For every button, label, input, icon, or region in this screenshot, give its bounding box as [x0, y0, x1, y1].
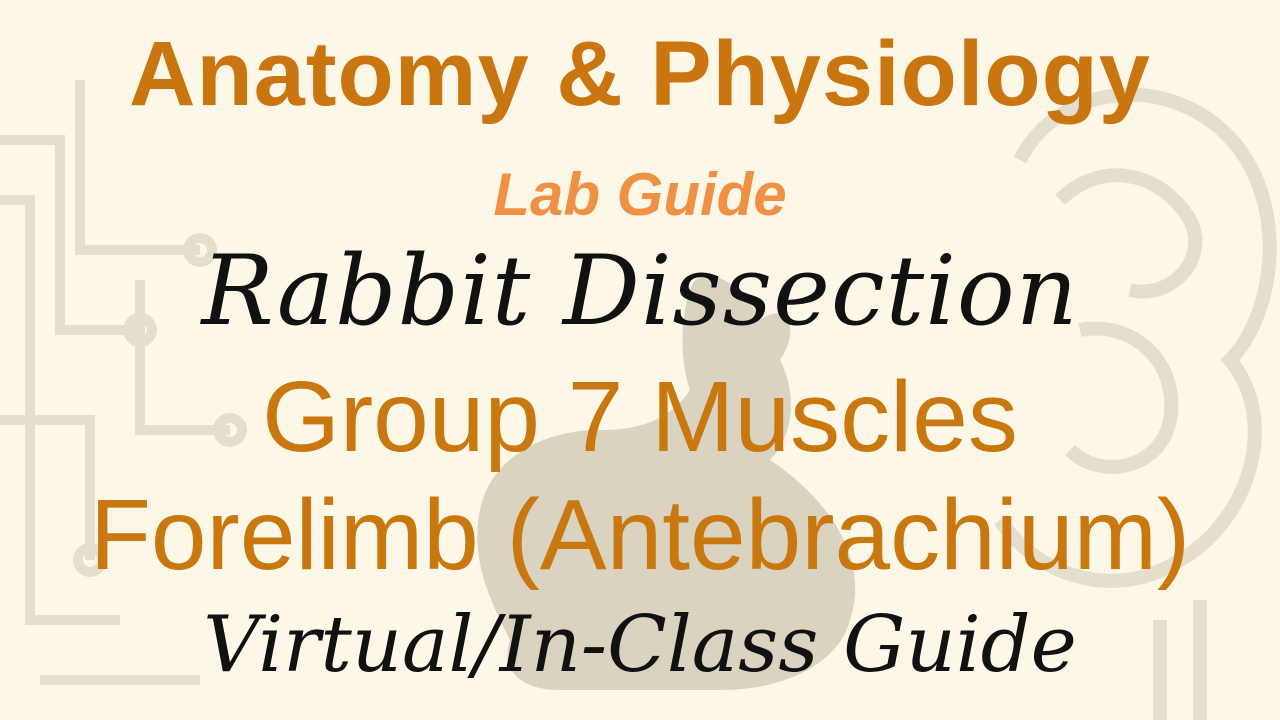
- region-line: Forelimb (Antebrachium): [89, 479, 1191, 591]
- group-line: Group 7 Muscles: [262, 361, 1018, 473]
- guide-type-line: Virtual/In-Class Guide: [203, 600, 1077, 690]
- rabbit-silhouette: [477, 275, 856, 690]
- brain-decoration: [994, 87, 1277, 720]
- topic-line: Rabbit Dissection: [201, 235, 1079, 347]
- main-title: Anatomy & Physiology: [129, 23, 1151, 125]
- circuit-decoration: [0, 80, 247, 685]
- subtitle: Lab Guide: [493, 161, 787, 228]
